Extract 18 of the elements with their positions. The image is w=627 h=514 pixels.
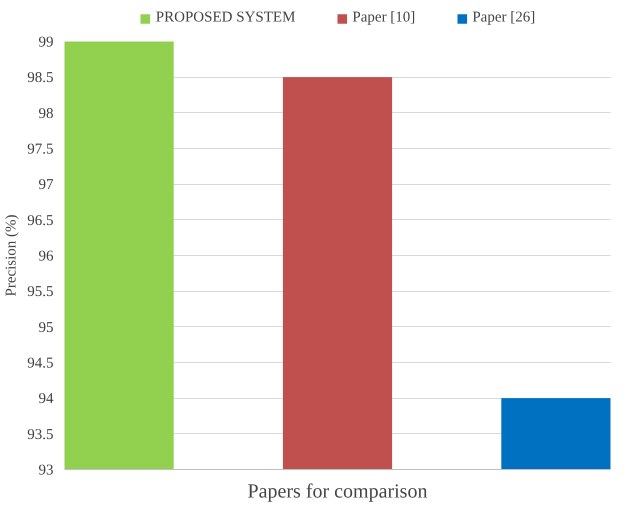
y-tick-label: 97 <box>38 177 54 194</box>
y-tick-label: 93 <box>38 462 54 478</box>
y-tick-label: 94 <box>38 391 54 408</box>
x-axis-title: Papers for comparison <box>248 480 428 502</box>
legend-label: Paper [26] <box>472 10 536 26</box>
y-tick-label: 97.5 <box>27 142 54 158</box>
y-tick-label: 93.5 <box>27 426 54 443</box>
y-tick-label: 94.5 <box>27 356 54 372</box>
y-axis-title: Precision (%) <box>3 214 20 297</box>
y-tick-label: 98.5 <box>27 70 54 86</box>
y-tick-label: 96.5 <box>27 212 54 229</box>
legend-label: PROPOSED SYSTEM <box>156 10 296 26</box>
y-tick-label: 96 <box>38 248 54 264</box>
y-tick-label: 98 <box>38 106 54 122</box>
y-tick-label: 95.5 <box>27 284 54 300</box>
y-tick-label: 95 <box>38 320 54 336</box>
legend-label: Paper [10] <box>352 10 416 26</box>
y-tick-label: 99 <box>38 34 54 50</box>
